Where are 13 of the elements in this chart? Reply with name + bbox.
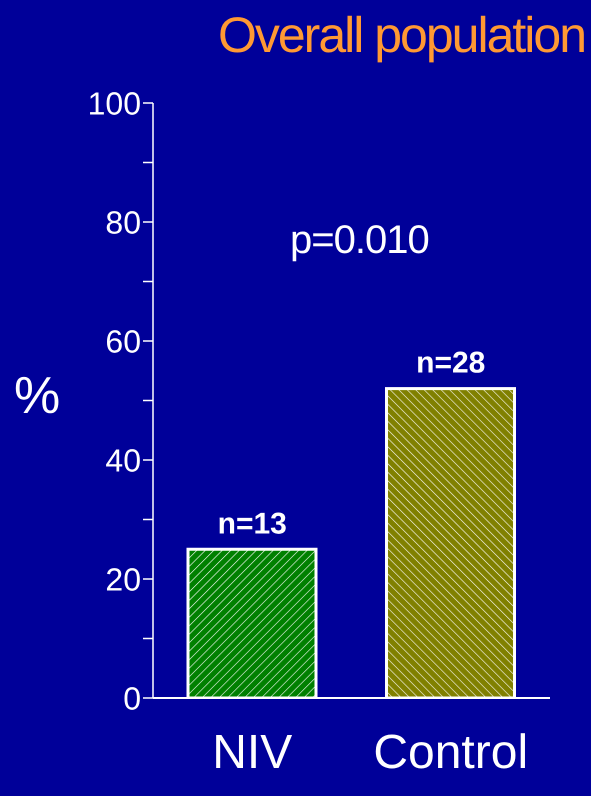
y-tick-label: 100 <box>88 85 141 122</box>
annotation: p=0.010 <box>290 218 429 263</box>
x-tick-label: NIV <box>212 726 292 780</box>
y-tick-label: 60 <box>105 323 141 360</box>
y-tick-label: 40 <box>105 442 141 478</box>
annotation: n=28 <box>416 346 486 380</box>
chart-title: Overall population <box>218 6 585 64</box>
y-tick-label: 80 <box>105 204 141 240</box>
y-tick-label: 20 <box>105 561 141 598</box>
x-tick-label: Control <box>373 726 528 780</box>
annotation: n=13 <box>218 507 287 540</box>
y-tick-label: 0 <box>123 680 141 716</box>
y-axis-title: % <box>14 366 60 426</box>
